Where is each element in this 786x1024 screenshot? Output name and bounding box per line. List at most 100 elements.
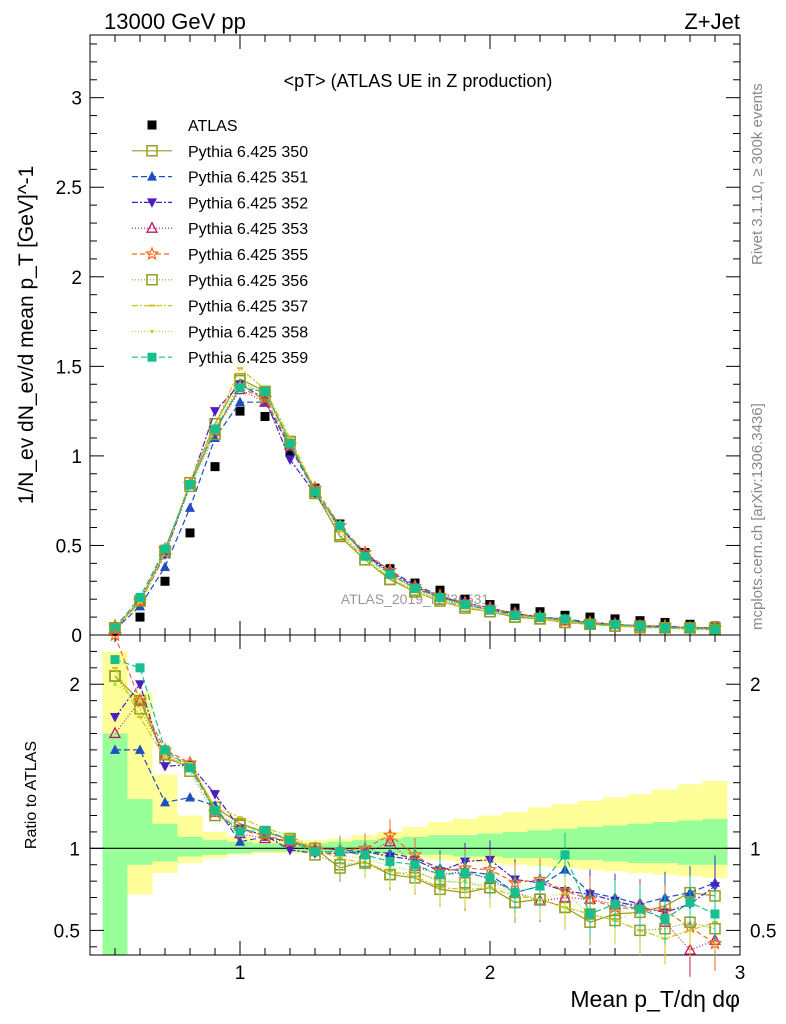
point-pythia-6-425-359 <box>335 847 345 857</box>
point-pythia-6-425-359 <box>185 480 195 490</box>
legend-marker-pythia-6-425-352 <box>147 198 157 208</box>
legend-marker-pythia-6-425-359 <box>147 352 157 362</box>
point-atlas <box>210 462 220 472</box>
legend-label-pythia-6-425-357: Pythia 6.425 357 <box>188 299 308 316</box>
point-pythia-6-425-359 <box>510 610 520 620</box>
point-pythia-6-425-359 <box>485 605 495 615</box>
point-pythia-6-425-359 <box>635 904 645 914</box>
band-inner <box>577 827 603 860</box>
point-pythia-6-425-359 <box>585 909 595 919</box>
point-pythia-6-425-353 <box>108 726 122 739</box>
point-pythia-6-425-351 <box>185 791 195 802</box>
ratio-ylabel: Ratio to ATLAS <box>23 741 40 849</box>
point-pythia-6-425-359 <box>235 827 245 837</box>
point-pythia-6-425-359 <box>160 745 170 755</box>
point-pythia-6-425-359 <box>260 386 270 396</box>
point-pythia-6-425-359 <box>485 873 495 883</box>
band-inner <box>427 835 453 855</box>
point-pythia-6-425-352 <box>210 790 220 800</box>
point-pythia-6-425-359 <box>460 600 470 610</box>
point-pythia-6-425-351 <box>110 744 120 754</box>
point-pythia-6-425-359 <box>560 614 570 624</box>
point-pythia-6-425-359 <box>660 623 670 633</box>
main-panel: ATLAS_2019_I1736531 <pT> (ATLAS UE in Z … <box>15 34 741 647</box>
point-pythia-6-425-359 <box>360 850 370 860</box>
legend-marker-atlas <box>147 120 157 130</box>
point-pythia-6-425-356 <box>684 622 696 634</box>
point-pythia-6-425-352 <box>135 680 145 690</box>
point-pythia-6-425-359 <box>110 655 120 665</box>
point-pythia-6-425-359 <box>685 623 695 633</box>
point-pythia-6-425-355 <box>107 627 123 642</box>
band-inner <box>677 820 703 865</box>
main-ylabel: 1/N_ev dN_ev/d mean p_T [GeV]^-1 <box>15 166 38 505</box>
point-pythia-6-425-359 <box>285 438 295 448</box>
point-pythia-6-425-359 <box>510 888 520 898</box>
legend-label-pythia-6-425-350: Pythia 6.425 350 <box>188 144 308 161</box>
point-pythia-6-425-359 <box>335 521 345 531</box>
band-inner <box>627 823 653 864</box>
legend-label-pythia-6-425-353: Pythia 6.425 353 <box>188 221 308 238</box>
point-pythia-6-425-352 <box>285 455 295 465</box>
point-pythia-6-425-352 <box>110 713 120 723</box>
point-pythia-6-425-359 <box>460 868 470 878</box>
band-inner <box>227 841 253 854</box>
ratio-ytick-label-right: 2 <box>750 675 761 696</box>
band-inner <box>152 823 178 862</box>
point-pythia-6-425-359 <box>135 663 145 673</box>
point-pythia-6-425-359 <box>360 551 370 561</box>
legend-label-pythia-6-425-356: Pythia 6.425 356 <box>188 273 308 290</box>
main-ytick-label: 3 <box>71 89 82 110</box>
point-pythia-6-425-359 <box>260 825 270 835</box>
main-ytick-label: 0 <box>71 626 82 647</box>
band-inner <box>527 830 553 859</box>
point-pythia-6-425-359 <box>560 850 570 860</box>
series-line-pythia-6-425-356 <box>114 379 716 631</box>
band-inner <box>177 836 203 857</box>
legend-marker-pythia-6-425-351 <box>147 171 157 181</box>
point-atlas <box>185 528 195 538</box>
point-pythia-6-425-355 <box>382 827 398 842</box>
main-ytick-label: 1.5 <box>56 357 82 378</box>
point-pythia-6-425-351 <box>160 796 170 807</box>
ratio-axis: 0.5 0.5 1 1 2 2 1 2 3 <box>54 635 776 984</box>
point-atlas <box>135 612 145 622</box>
point-pythia-6-425-359 <box>710 909 720 919</box>
legend-marker-pythia-6-425-350 <box>146 145 158 157</box>
point-pythia-6-425-359 <box>410 860 420 870</box>
point-pythia-6-425-359 <box>535 881 545 891</box>
legend-label-pythia-6-425-352: Pythia 6.425 352 <box>188 195 308 212</box>
point-atlas <box>260 411 270 421</box>
point-pythia-6-425-359 <box>535 612 545 622</box>
point-atlas <box>285 447 295 457</box>
legend-marker-pythia-6-425-356 <box>146 274 158 286</box>
point-pythia-6-425-359 <box>435 592 445 602</box>
ratio-xtick-label: 1 <box>235 963 246 984</box>
point-pythia-6-425-359 <box>185 763 195 773</box>
legend-label-pythia-6-425-358: Pythia 6.425 358 <box>188 324 308 341</box>
legend-label-atlas: ATLAS <box>188 118 238 135</box>
ratio-bands <box>102 651 728 955</box>
band-inner <box>652 822 678 864</box>
band-inner <box>252 843 278 852</box>
main-ytick-label: 0.5 <box>56 536 82 557</box>
main-ytick-label: 2.5 <box>56 178 82 199</box>
ratio-panel: Ratio to ATLAS Mean p_T/dη dφ 0.5 0.5 1 1 2 2… <box>23 627 776 1012</box>
point-pythia-6-425-353 <box>133 693 147 706</box>
header-right: Z+Jet <box>684 9 740 34</box>
ratio-ytick-label-left: 0.5 <box>54 921 80 942</box>
point-pythia-6-425-359 <box>385 856 395 866</box>
ratio-ytick-label-left: 1 <box>69 839 80 860</box>
point-pythia-6-425-359 <box>210 806 220 816</box>
ratio-xtick-label: 2 <box>485 963 496 984</box>
main-ytick-label: 1 <box>71 447 82 468</box>
point-pythia-6-425-359 <box>660 914 670 924</box>
legend-label-pythia-6-425-355: Pythia 6.425 355 <box>188 247 308 264</box>
point-pythia-6-425-358 <box>138 698 142 703</box>
legend-label-pythia-6-425-359: Pythia 6.425 359 <box>188 350 308 367</box>
point-pythia-6-425-359 <box>210 424 220 434</box>
point-pythia-6-425-352 <box>160 762 170 772</box>
rivet-label: Rivet 3.1.10, ≥ 300k events <box>749 83 766 265</box>
point-pythia-6-425-359 <box>435 870 445 880</box>
band-inner <box>602 825 628 862</box>
